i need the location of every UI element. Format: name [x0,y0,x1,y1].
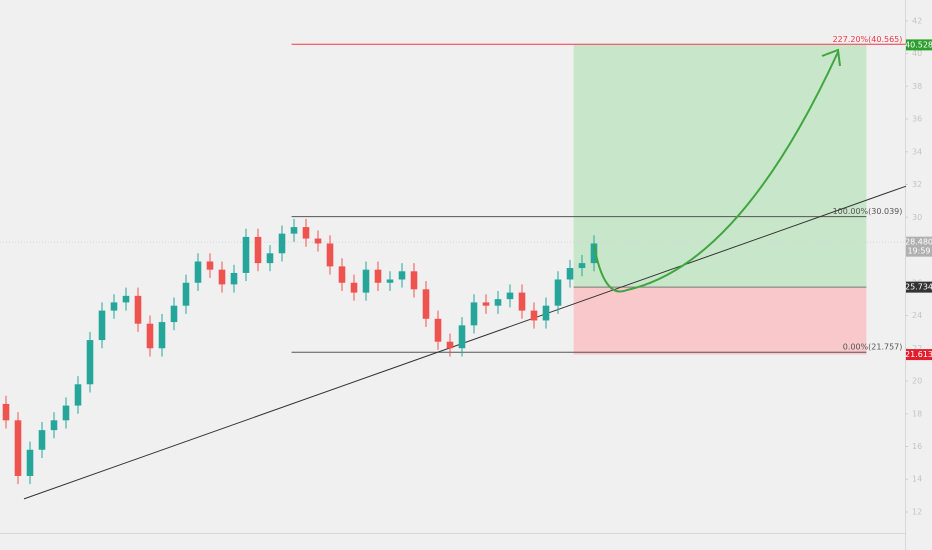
candle-body [530,310,538,321]
candle-body [170,305,178,323]
candle-body [254,236,262,264]
candle-body [122,295,130,303]
candle-body [146,323,154,349]
candle-body [74,384,82,406]
projection-arrowhead [821,48,841,67]
candle-body [278,233,286,254]
y-tick-label: 42 [912,16,922,25]
y-tick-label: 36 [912,115,922,124]
candle-body [242,236,250,273]
price-tag-label: 40.528 [905,40,932,49]
y-tick-label: 16 [912,442,922,451]
candle-body [482,302,490,306]
candle-body [182,282,190,306]
y-tick-label: 38 [912,82,922,91]
price-tag-countdown: 19:59 [907,247,930,256]
y-tick-label: 34 [912,147,922,156]
candle-body [410,271,418,290]
candle-body [290,227,298,234]
fib-label: 100.00%(30.039) [833,207,903,216]
projection-curve [593,51,839,293]
candle-body [458,325,466,349]
price-tag-label: 25.734 [905,283,932,292]
candle-body [314,238,322,244]
candle-body [110,302,118,311]
candle-body [554,279,562,306]
candle-body [494,299,502,306]
fib-label: 227.20%(40.565) [833,35,903,44]
price-tag-label: 28.480 [905,238,932,247]
candle-body [398,271,406,280]
candle-body [38,430,46,450]
y-tick-label: 14 [912,475,922,484]
y-tick-label: 40 [912,49,922,58]
candle-body [566,268,574,280]
y-tick-label: 12 [912,507,922,516]
candle-body [14,420,22,476]
candle-body [26,449,34,476]
candle-body [422,289,430,319]
candle-body [98,310,106,341]
candle-body [542,305,550,321]
y-tick-label: 22 [912,344,922,353]
candle-body [446,341,454,349]
candle-body [374,269,382,283]
price-tag-label: 21.613 [905,350,932,359]
price-tag [906,349,932,361]
candle-body [518,292,526,311]
candle-body [362,269,370,293]
candle-body [134,295,142,324]
candle-body [434,318,442,342]
profit-zone [573,44,867,288]
fib-label: 0.00%(21.757) [843,343,903,352]
y-tick-label: 32 [912,180,922,189]
y-tick-label: 30 [912,213,922,222]
price-tag [906,39,932,51]
candle-body [230,272,238,285]
price-tag [906,281,932,293]
candle-body [206,261,214,270]
candle-body [386,279,394,283]
loss-zone [573,287,867,355]
candle-body [302,227,310,239]
price-tag [906,236,932,257]
candle-body [2,403,10,421]
y-tick-label: 24 [912,311,922,320]
candle-body [578,263,586,269]
candle-body [218,269,226,285]
candle-body [338,266,346,283]
candle-body [86,340,94,385]
candle-body [266,253,274,264]
y-tick-label: 20 [912,377,922,386]
candle-body [470,302,478,326]
y-tick-label: 18 [912,409,922,418]
candle-body [590,243,598,264]
candle-body [62,405,70,421]
candle-body [50,420,58,431]
candle-body [350,282,358,293]
candle-body [326,243,334,267]
candle-body [194,261,202,283]
candle-body [506,292,514,300]
candle-body [158,322,166,349]
